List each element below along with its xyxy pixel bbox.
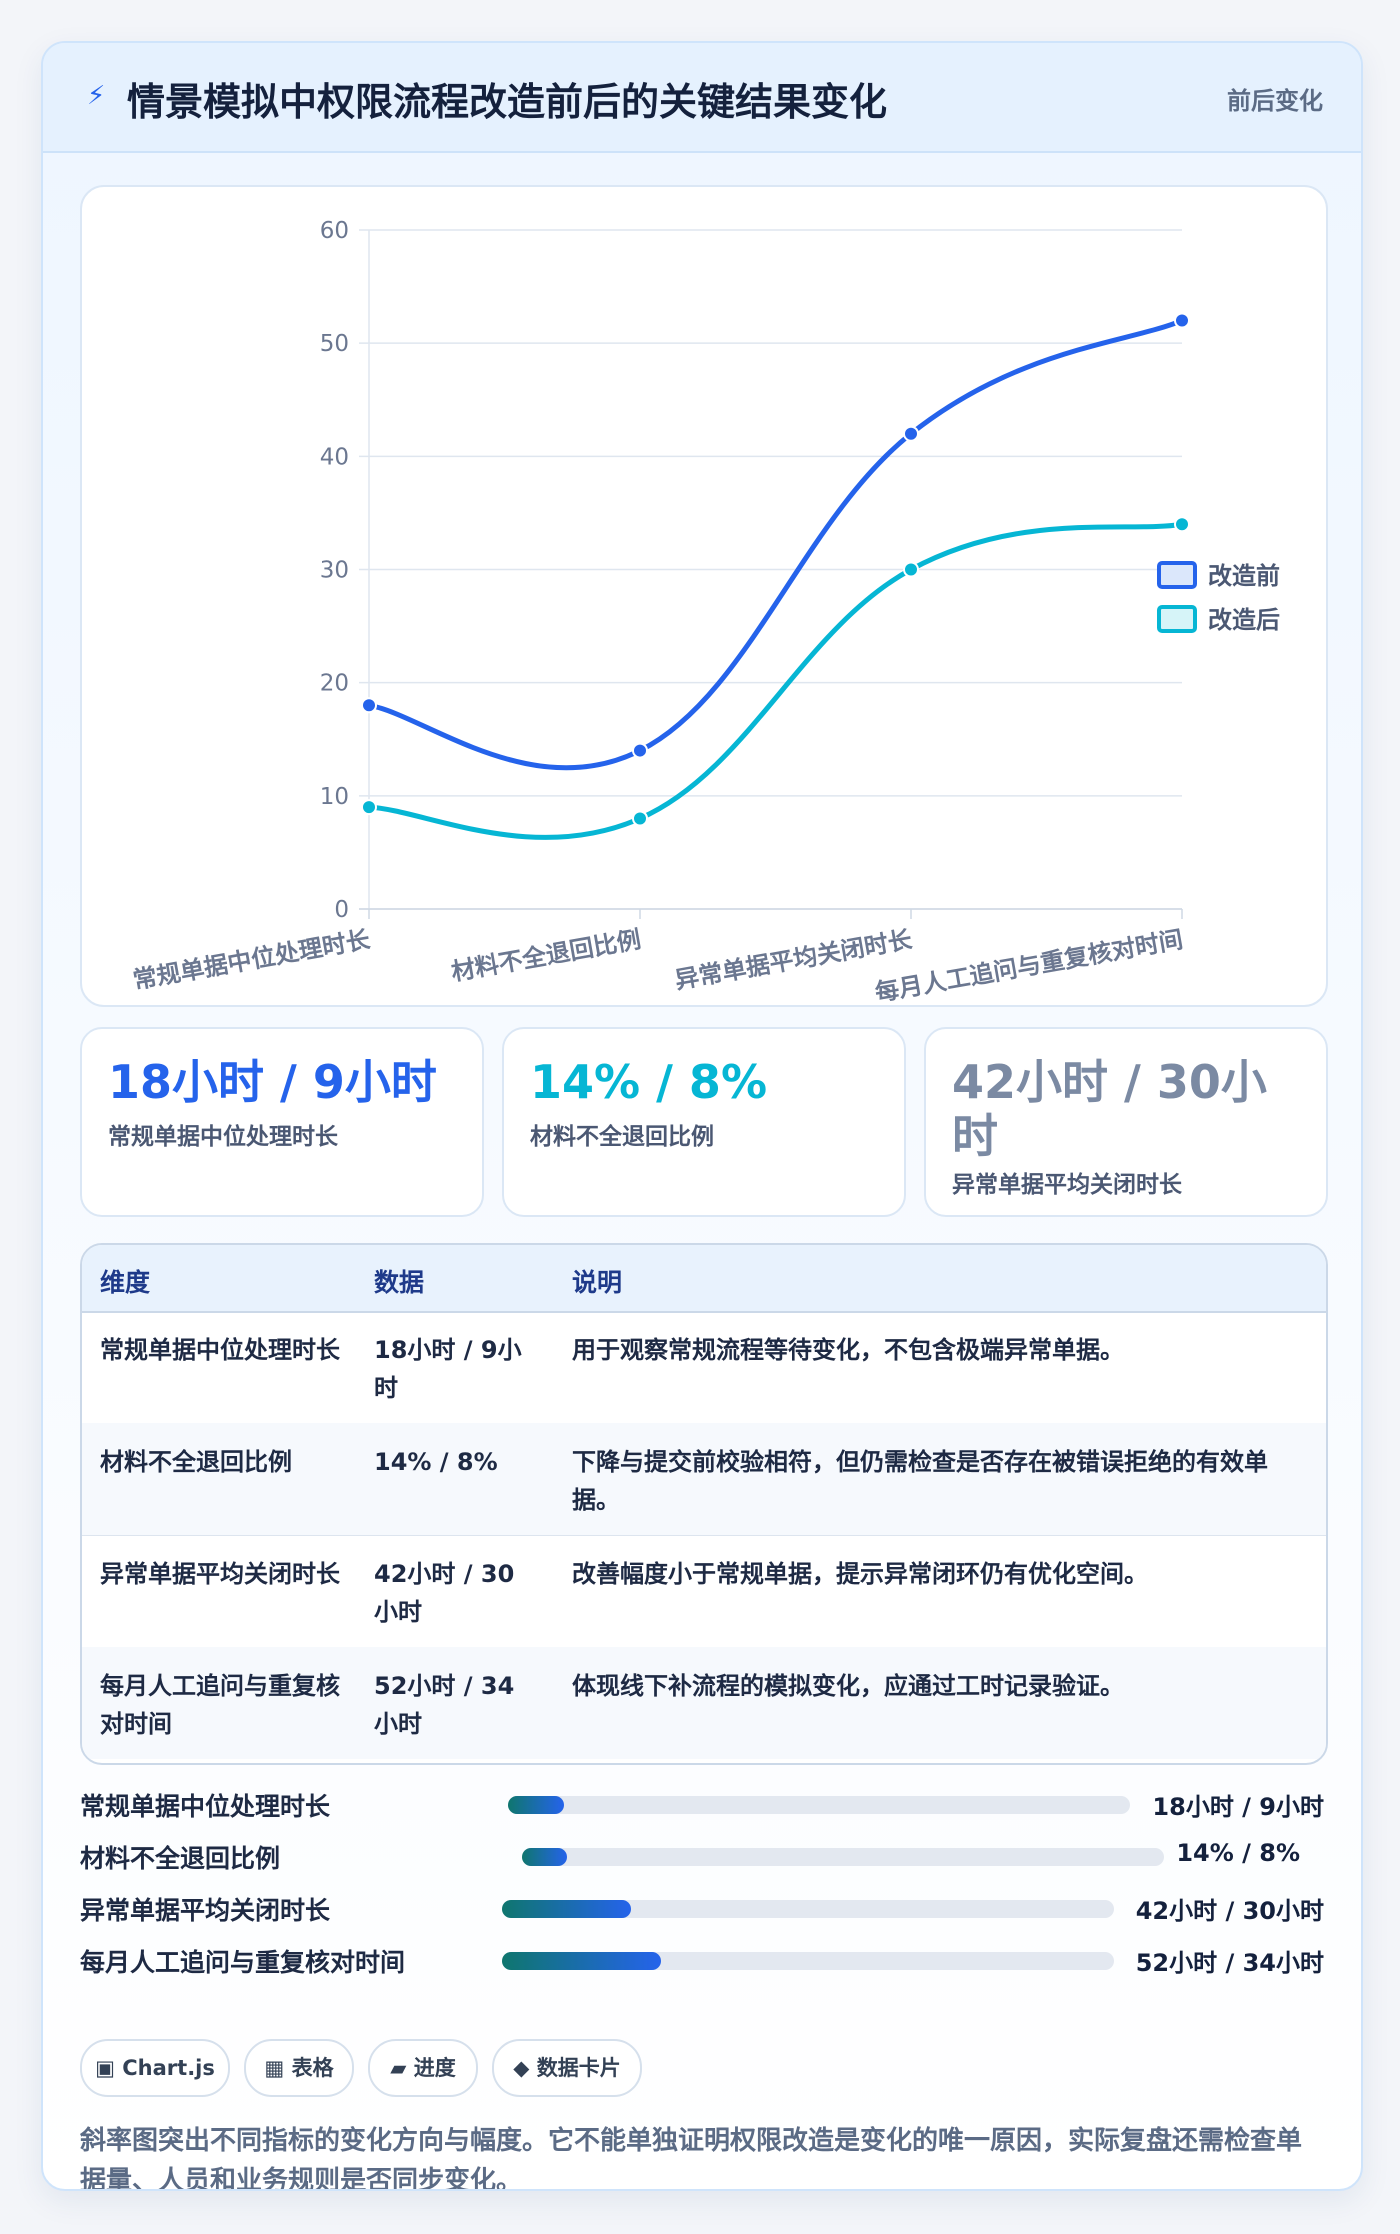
cell-data: 18小时 / 9小时 — [374, 1336, 522, 1402]
kpi-label: 异常单据平均关闭时长 — [952, 1172, 1182, 1198]
progress-value: 42小时 / 30小时 — [1135, 1897, 1324, 1925]
progress-track — [508, 1796, 1130, 1814]
chip-progress[interactable]: ▰ 进度 — [368, 2039, 478, 2097]
cell-dimension: 常规单据中位处理时长 — [100, 1336, 340, 1364]
series-line-before — [368, 318, 1183, 771]
page-title: 情景模拟中权限流程改造前后的关键结果变化 — [127, 80, 888, 124]
bolt-icon: ⚡ — [87, 81, 106, 111]
data-point — [632, 742, 648, 759]
cell-dimension: 异常单据平均关闭时长 — [100, 1560, 340, 1588]
cell-data: 42小时 / 30小时 — [374, 1560, 515, 1626]
progress-track — [502, 1952, 1114, 1970]
progress-fill — [502, 1952, 662, 1970]
table-row: 每月人工追问与重复核对时间 52小时 / 34小时 体现线下补流程的模拟变化，应… — [82, 1647, 1326, 1759]
progress-fill — [508, 1796, 564, 1814]
y-tick-label: 0 — [334, 897, 349, 923]
legend-label: 改造后 — [1208, 606, 1280, 634]
legend-swatch — [1157, 561, 1197, 589]
progress-label: 常规单据中位处理时长 — [80, 1792, 331, 1821]
data-point — [361, 697, 377, 714]
progress-fill — [522, 1848, 567, 1866]
y-tick-label: 50 — [320, 331, 349, 357]
kpi-label: 材料不全退回比例 — [530, 1124, 714, 1150]
data-point — [1174, 312, 1190, 329]
x-tick-label: 每月人工追问与重复核对时间 — [873, 925, 1185, 1005]
progress-row: 异常单据平均关闭时长 42小时 / 30小时 — [80, 1891, 1324, 1927]
legend-swatch — [1157, 605, 1197, 633]
y-tick-label: 30 — [320, 558, 349, 584]
kpi-label: 常规单据中位处理时长 — [108, 1124, 338, 1150]
kpi-card-1: 18小时 / 9小时 常规单据中位处理时长 — [80, 1027, 484, 1217]
chip-table[interactable]: ▦ 表格 — [244, 2039, 354, 2097]
col-header-dimension: 维度 — [100, 1268, 151, 1297]
progress-row: 材料不全退回比例 14% / 8% — [80, 1839, 1324, 1875]
legend-label: 改造前 — [1208, 562, 1280, 590]
progress-track — [522, 1848, 1164, 1866]
table-header: 维度 数据 说明 — [82, 1245, 1326, 1313]
y-tick-label: 20 — [320, 671, 349, 697]
card-header: ⚡ 情景模拟中权限流程改造前后的关键结果变化 前后变化 — [43, 43, 1361, 153]
progress-label: 异常单据平均关闭时长 — [80, 1896, 331, 1925]
cell-description: 下降与提交前校验相符，但仍需检查是否存在被错误拒绝的有效单据。 — [572, 1448, 1268, 1514]
cell-dimension: 材料不全退回比例 — [100, 1448, 292, 1476]
change-badge: 前后变化 — [1227, 87, 1323, 115]
y-tick-label: 40 — [320, 444, 349, 470]
x-tick-label: 材料不全退回比例 — [449, 925, 643, 986]
cell-dimension: 每月人工追问与重复核对时间 — [100, 1672, 340, 1738]
table-row: 材料不全退回比例 14% / 8% 下降与提交前校验相符，但仍需检查是否存在被错… — [82, 1423, 1326, 1536]
chip-data-card[interactable]: ◆ 数据卡片 — [492, 2039, 642, 2097]
chip-chartjs[interactable]: ▣ Chart.js — [80, 2039, 230, 2097]
cell-data: 14% / 8% — [374, 1448, 498, 1476]
footnote: 斜率图突出不同指标的变化方向与幅度。它不能单独证明权限改造是变化的唯一原因，实际… — [80, 2126, 1303, 2191]
progress-row: 常规单据中位处理时长 18小时 / 9小时 — [80, 1787, 1324, 1823]
progress-label: 材料不全退回比例 — [80, 1844, 281, 1873]
table-row: 常规单据中位处理时长 18小时 / 9小时 用于观察常规流程等待变化，不包含极端… — [82, 1311, 1326, 1424]
kpi-value: 18小时 / 9小时 — [108, 1055, 437, 1109]
report-card: ⚡ 情景模拟中权限流程改造前后的关键结果变化 前后变化 0 10 20 30 40 50 6… — [41, 41, 1363, 2191]
progress-value: 14% / 8% — [1176, 1839, 1300, 1867]
table-row: 异常单据平均关闭时长 42小时 / 30小时 改善幅度小于常规单据，提示异常闭环… — [82, 1535, 1326, 1648]
data-table: 维度 数据 说明 常规单据中位处理时长 18小时 / 9小时 用于观察常规流程等… — [80, 1243, 1328, 1765]
x-tick-label: 常规单据中位处理时长 — [131, 925, 373, 994]
series-line-after — [368, 521, 1183, 840]
cell-description: 用于观察常规流程等待变化，不包含极端异常单据。 — [572, 1336, 1124, 1364]
progress-label: 每月人工追问与重复核对时间 — [80, 1948, 406, 1977]
kpi-card-3: 42小时 / 30小时 异常单据平均关闭时长 — [924, 1027, 1328, 1217]
progress-track — [502, 1900, 1114, 1918]
col-header-data: 数据 — [374, 1268, 425, 1297]
col-header-description: 说明 — [572, 1268, 623, 1297]
progress-value: 52小时 / 34小时 — [1135, 1949, 1324, 1977]
y-tick-label: 60 — [320, 218, 349, 244]
data-point — [1174, 516, 1190, 533]
kpi-value: 14% / 8% — [530, 1055, 768, 1109]
cell-description: 改善幅度小于常规单据，提示异常闭环仍有优化空间。 — [572, 1560, 1148, 1588]
data-point — [361, 799, 377, 816]
kpi-value: 42小时 / 30小时 — [952, 1055, 1267, 1163]
data-point — [903, 425, 919, 442]
progress-value: 18小时 / 9小时 — [1152, 1793, 1324, 1821]
progress-row: 每月人工追问与重复核对时间 52小时 / 34小时 — [80, 1943, 1324, 1979]
cell-data: 52小时 / 34小时 — [374, 1672, 515, 1738]
kpi-card-2: 14% / 8% 材料不全退回比例 — [502, 1027, 906, 1217]
progress-fill — [502, 1900, 631, 1918]
y-tick-label: 10 — [320, 784, 349, 810]
data-point — [903, 561, 919, 578]
data-point — [632, 810, 648, 827]
cell-description: 体现线下补流程的模拟变化，应通过工时记录验证。 — [572, 1672, 1124, 1700]
chart-panel: 0 10 20 30 40 50 60 常规单据中位处理时长 材料不全退回比例 异常单据平均关闭时… — [80, 185, 1328, 1007]
